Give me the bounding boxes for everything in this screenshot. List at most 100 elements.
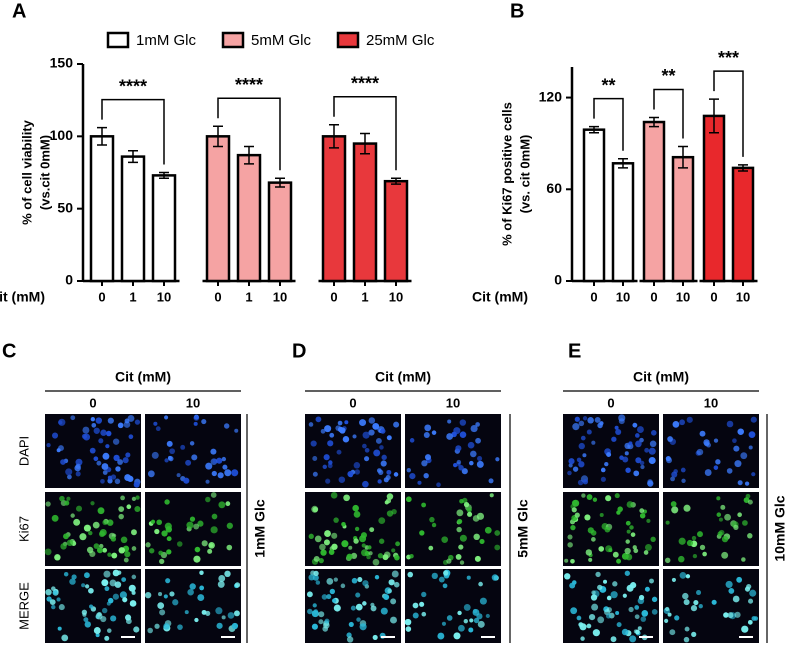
nucleus bbox=[112, 593, 119, 600]
nucleus bbox=[421, 591, 427, 598]
nucleus bbox=[93, 456, 99, 462]
error-bar bbox=[738, 164, 748, 172]
nucleus bbox=[116, 570, 122, 575]
nucleus bbox=[721, 535, 729, 543]
nucleus bbox=[457, 518, 463, 524]
nucleus bbox=[587, 417, 594, 424]
nucleus bbox=[393, 581, 400, 588]
condition-label: 1mM Glc bbox=[252, 499, 268, 558]
nucleus bbox=[325, 478, 331, 484]
nucleus bbox=[191, 454, 198, 461]
nucleus bbox=[311, 505, 319, 513]
nucleus bbox=[134, 505, 141, 513]
nucleus bbox=[472, 515, 480, 522]
nucleus bbox=[386, 493, 394, 500]
nucleus bbox=[459, 560, 465, 565]
nucleus bbox=[361, 543, 366, 548]
nucleus bbox=[362, 601, 367, 606]
nucleus bbox=[446, 433, 453, 440]
nucleus bbox=[51, 432, 59, 439]
nucleus bbox=[463, 618, 468, 624]
nucleus bbox=[431, 430, 437, 435]
significance-label: **** bbox=[351, 74, 379, 94]
nucleus bbox=[158, 550, 164, 556]
nucleus bbox=[463, 603, 471, 611]
nucleus bbox=[374, 575, 380, 580]
error-bar bbox=[589, 125, 599, 134]
nucleus bbox=[639, 460, 645, 466]
micrograph bbox=[405, 414, 501, 488]
nucleus bbox=[231, 469, 239, 477]
nucleus bbox=[640, 616, 647, 622]
nucleus bbox=[671, 577, 676, 582]
nucleus bbox=[112, 438, 120, 445]
nucleus bbox=[306, 591, 313, 598]
nucleus bbox=[328, 549, 335, 555]
nucleus bbox=[127, 475, 134, 482]
nucleus bbox=[99, 543, 104, 549]
nucleus bbox=[564, 558, 569, 563]
nucleus bbox=[89, 550, 96, 558]
nucleus bbox=[372, 422, 380, 430]
nucleus bbox=[726, 468, 733, 474]
nucleus bbox=[107, 478, 113, 484]
nucleus bbox=[446, 558, 452, 564]
nucleus bbox=[58, 420, 63, 425]
nucleus bbox=[475, 437, 481, 444]
nucleus bbox=[665, 557, 671, 564]
x-tick-label: 1 bbox=[361, 289, 368, 304]
y-axis-label: % of Ki67 positive cells bbox=[499, 102, 514, 246]
y-axis-label: (vs. cit 0mM) bbox=[517, 135, 532, 214]
nucleus bbox=[599, 512, 604, 517]
nucleus bbox=[383, 594, 390, 601]
nucleus bbox=[223, 423, 230, 429]
nucleus bbox=[75, 463, 81, 469]
nucleus bbox=[82, 426, 90, 434]
nucleus bbox=[368, 417, 376, 424]
nucleus bbox=[145, 542, 151, 548]
nucleus bbox=[88, 530, 93, 536]
error-bar bbox=[678, 145, 688, 169]
nucleus bbox=[748, 431, 756, 438]
nucleus bbox=[618, 418, 625, 425]
nucleus bbox=[648, 447, 656, 455]
nucleus bbox=[370, 605, 377, 612]
nucleus bbox=[591, 590, 596, 595]
nucleus bbox=[748, 598, 754, 604]
nucleus bbox=[73, 518, 81, 526]
nucleus bbox=[308, 533, 314, 539]
nucleus bbox=[466, 575, 471, 580]
nucleus bbox=[159, 558, 165, 565]
nucleus bbox=[745, 493, 751, 499]
nucleus bbox=[639, 513, 646, 519]
significance-label: **** bbox=[235, 75, 263, 95]
significance-bracket bbox=[101, 98, 165, 165]
error-bar bbox=[213, 125, 223, 148]
nucleus bbox=[633, 548, 639, 554]
nucleus bbox=[66, 539, 74, 547]
nucleus bbox=[669, 629, 676, 636]
nucleus bbox=[489, 493, 494, 498]
nucleus bbox=[718, 517, 723, 522]
nucleus bbox=[129, 600, 137, 607]
nucleus bbox=[110, 615, 117, 622]
x-axis-label: Cit (mM) bbox=[0, 289, 45, 305]
nucleus bbox=[366, 554, 371, 560]
nucleus bbox=[89, 447, 96, 454]
x-tick-label: 10 bbox=[157, 289, 171, 304]
nucleus bbox=[459, 419, 467, 426]
nucleus bbox=[594, 416, 601, 423]
nucleus bbox=[352, 434, 357, 439]
nucleus bbox=[429, 516, 435, 523]
nucleus bbox=[733, 445, 740, 452]
nucleus bbox=[99, 530, 106, 538]
nucleus bbox=[227, 612, 235, 619]
nucleus bbox=[56, 597, 61, 602]
y-tick-label: 0 bbox=[554, 272, 562, 288]
nucleus bbox=[341, 540, 349, 548]
nucleus bbox=[348, 621, 354, 627]
nucleus bbox=[582, 416, 588, 421]
x-tick-label: 10 bbox=[616, 289, 630, 304]
panel-label: D bbox=[292, 340, 306, 362]
nucleus bbox=[60, 543, 67, 550]
